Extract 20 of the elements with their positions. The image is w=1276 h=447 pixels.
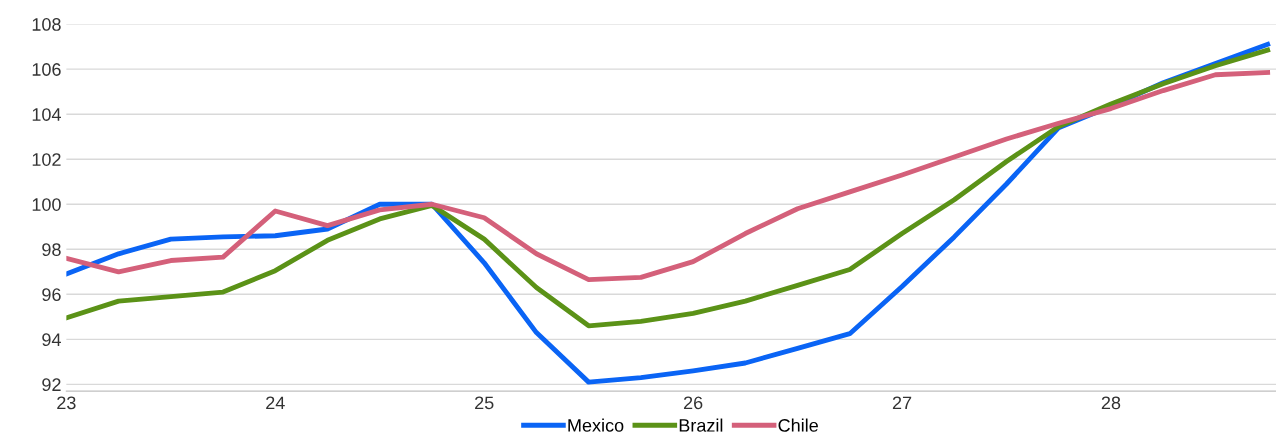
y-tick-label: 104: [32, 108, 61, 121]
y-tick-label: 96: [42, 288, 61, 302]
y-tick-label: 102: [32, 153, 61, 166]
line-series: [66, 47, 1271, 329]
y-tick-label: 106: [32, 63, 61, 76]
x-tick-label: 28: [1101, 396, 1121, 410]
legend-label: Brazil: [679, 418, 723, 432]
y-tick-label: 108: [32, 18, 61, 31]
x-tick-label: 23: [57, 396, 76, 410]
y-tick-label: 98: [42, 243, 61, 256]
x-tick-label: 27: [892, 396, 912, 410]
legend-label: Mexico: [568, 418, 624, 432]
x-tick-label: 26: [683, 396, 703, 410]
y-tick-label: 94: [42, 333, 61, 347]
line-series: [66, 70, 1271, 283]
legend-label: Chile: [778, 418, 818, 432]
x-tick-label: 24: [266, 396, 285, 410]
y-tick-label: 92: [42, 378, 61, 392]
y-tick-label: 100: [32, 198, 61, 211]
x-tick-label: 25: [475, 396, 494, 410]
